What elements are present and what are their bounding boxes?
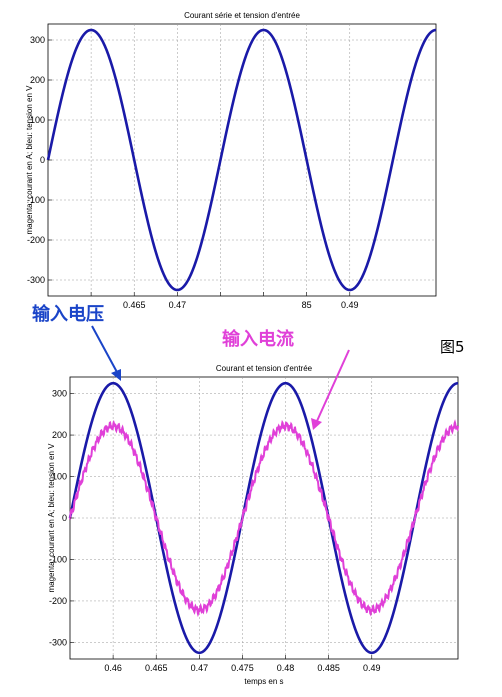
bottom-ticks: 0.46 0.465 0.47 0.475 0.48 0.485 0.49 -300 -200 -… [49, 389, 381, 673]
y-tick-label: -300 [49, 637, 67, 647]
y-tick-label: 100 [30, 115, 45, 125]
y-tick-label: -200 [49, 596, 67, 606]
top-ticks: 0.465 0.47 85 0.49 -300 -200 -100 0 100 200 300 [27, 35, 359, 310]
y-tick-label: 300 [52, 389, 67, 399]
voltage-series-line [68, 381, 459, 655]
y-tick-label: 0 [40, 155, 45, 165]
top-chart: Courant série et tension d'entrée 0.465 0… [25, 11, 437, 310]
top-chart-title: Courant série et tension d'entrée [184, 11, 300, 20]
y-tick-label: -100 [27, 195, 45, 205]
current-arrow-head [311, 418, 322, 430]
y-tick-label: 200 [52, 430, 67, 440]
figure-label: 图5 [440, 338, 465, 356]
x-tick-label: 0.475 [231, 663, 254, 673]
y-tick-label: 300 [30, 35, 45, 45]
bottom-y-axis-label: magenta: courant en A; bleu: tension en … [47, 443, 56, 593]
x-tick-label: 0.485 [317, 663, 340, 673]
y-tick-label: 100 [52, 472, 67, 482]
top-y-axis-label: magenta: courant en A; bleu: tension en … [25, 85, 34, 235]
bottom-chart: Courant et tension d'entrée 0.46 0.465 0.4… [47, 364, 459, 686]
x-tick-label: 0.48 [277, 663, 295, 673]
annotations: 输入电压 输入电流 图5 [30, 302, 465, 430]
current-annotation-label: 输入电流 [222, 328, 294, 350]
voltage-annotation-arrow [91, 325, 119, 375]
voltage-label-background [30, 302, 120, 324]
bottom-series [68, 381, 459, 655]
top-series [46, 28, 437, 292]
current-annotation-arrow [316, 349, 350, 422]
x-tick-label: 0.47 [191, 663, 209, 673]
y-tick-label: 200 [30, 75, 45, 85]
x-tick-label: 85 [302, 300, 312, 310]
voltage-annotation-label: 输入电压 [32, 303, 104, 325]
x-tick-label: 0.46 [104, 663, 122, 673]
x-tick-label: 0.49 [341, 300, 359, 310]
y-tick-label: 0 [62, 513, 67, 523]
x-tick-label: 0.47 [169, 300, 187, 310]
x-tick-label: 0.49 [363, 663, 381, 673]
y-tick-label: -100 [49, 554, 67, 564]
bottom-x-axis-label: temps en s [244, 677, 283, 686]
x-tick-label: 0.465 [123, 300, 146, 310]
y-tick-label: -300 [27, 275, 45, 285]
x-tick-label: 0.465 [145, 663, 168, 673]
current-series-line [69, 419, 459, 618]
y-tick-label: -200 [27, 235, 45, 245]
bottom-chart-title: Courant et tension d'entrée [216, 364, 313, 373]
voltage-series-line [46, 28, 437, 292]
voltage-arrow-head [111, 369, 121, 381]
